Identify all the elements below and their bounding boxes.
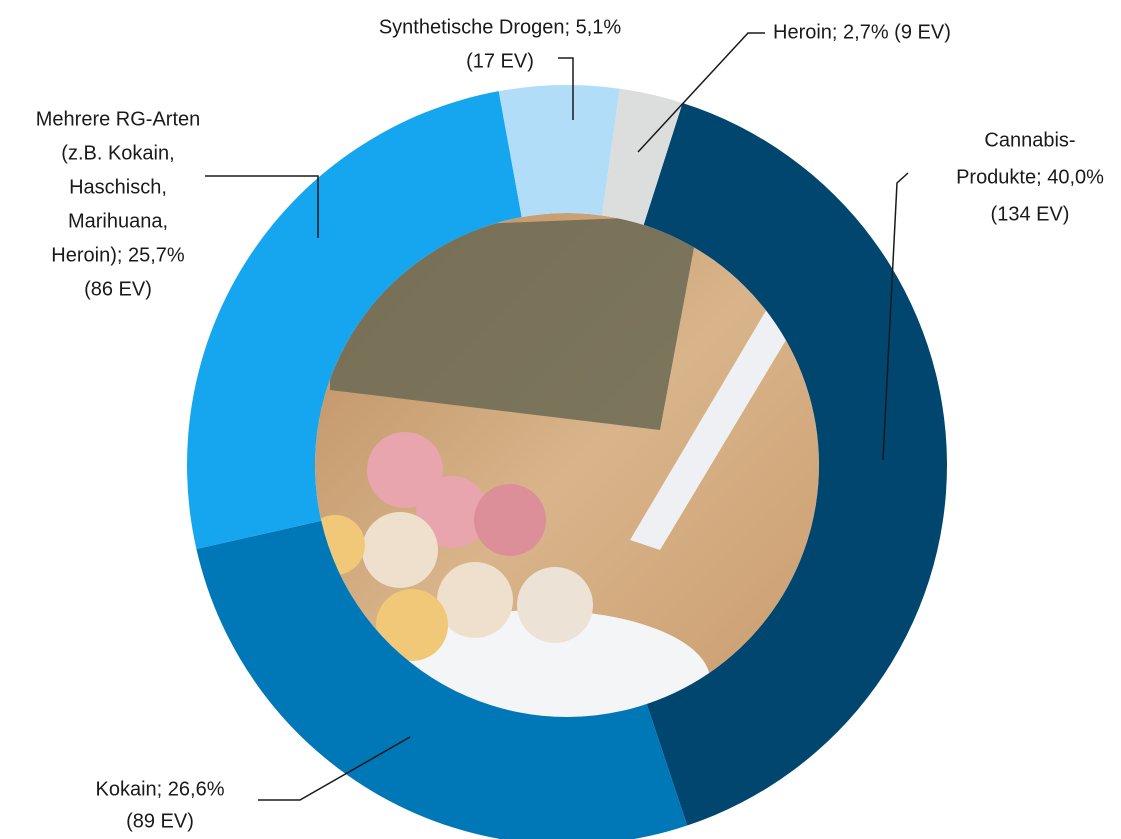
donut-slice	[187, 91, 522, 550]
leader-line	[882, 172, 909, 461]
donut-slice	[643, 102, 947, 826]
slice-label: Cannabis-	[984, 129, 1075, 151]
slice-label: Marihuana,	[68, 210, 168, 232]
slice-label: Haschisch,	[69, 176, 167, 198]
slice-label: Kokain; 26,6%	[96, 778, 225, 800]
slice-label: Mehrere RG-Arten	[36, 108, 201, 130]
slice-label: (17 EV)	[466, 50, 534, 72]
donut-slice	[196, 520, 688, 839]
slice-label: Heroin); 25,7%	[51, 244, 185, 266]
slice-label: (134 EV)	[991, 203, 1070, 225]
leader-line	[637, 32, 765, 153]
slice-label: Synthetische Drogen; 5,1%	[379, 16, 622, 38]
photo	[315, 213, 819, 717]
leader-line	[205, 175, 319, 238]
slice-label: (89 EV)	[126, 810, 194, 832]
slice-label: (86 EV)	[84, 278, 152, 300]
slice-label: Produkte; 40,0%	[956, 166, 1104, 188]
slice-label: Heroin; 2,7% (9 EV)	[773, 21, 951, 43]
donut-slice	[498, 85, 620, 218]
slice-label: (z.B. Kokain,	[61, 142, 174, 164]
leader-line	[558, 57, 574, 120]
donut-slice	[602, 88, 683, 225]
leader-line	[258, 736, 411, 801]
